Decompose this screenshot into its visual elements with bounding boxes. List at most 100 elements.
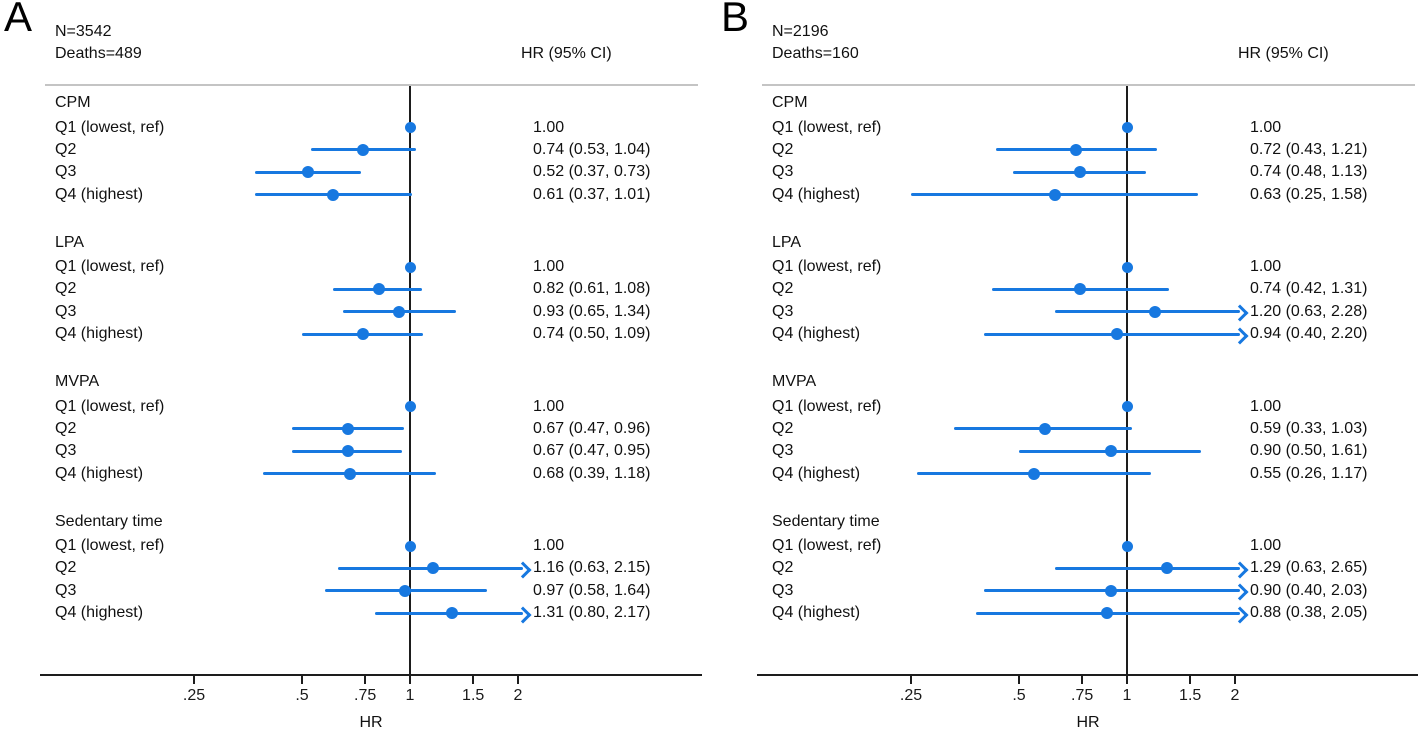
- row-label: Q2: [55, 140, 77, 158]
- ci-clipped-arrow-right-icon: [1231, 304, 1249, 322]
- x-axis-tick: [472, 676, 475, 684]
- hr-ci-value: 1.00: [533, 397, 565, 415]
- hr-point-marker: [1074, 283, 1087, 296]
- hr-point-marker: [1111, 328, 1124, 341]
- row-label: Q1 (lowest, ref): [55, 118, 165, 136]
- hr-ci-value: 0.74 (0.53, 1.04): [533, 140, 651, 158]
- hr-point-marker: [1104, 584, 1117, 597]
- row-label: Q4 (highest): [55, 185, 144, 203]
- panel-letter: A: [4, 0, 33, 40]
- x-axis-tick-label: 1.5: [1179, 687, 1202, 704]
- group-label: LPA: [772, 233, 802, 251]
- group-label: Sedentary time: [772, 512, 880, 530]
- hr-ci-value: 0.74 (0.48, 1.13): [1250, 163, 1368, 181]
- x-axis-tick: [301, 676, 303, 684]
- row-label: Q3: [772, 442, 794, 460]
- hr-ci-value: 0.59 (0.33, 1.03): [1250, 419, 1368, 437]
- hr-point-marker: [404, 401, 416, 412]
- x-axis-tick-label: 1.5: [462, 687, 485, 704]
- header-divider: [762, 84, 1415, 86]
- hr-ci-value: 0.93 (0.65, 1.34): [533, 302, 651, 320]
- row-label: Q4 (highest): [55, 325, 144, 343]
- x-axis-tick: [1018, 676, 1020, 684]
- hr-point-marker: [1104, 445, 1117, 458]
- x-axis-tick: [193, 676, 195, 684]
- x-axis-tick-label: 1: [405, 687, 415, 704]
- group-label: MVPA: [55, 373, 100, 390]
- row-label: Q2: [55, 419, 77, 437]
- hr-ci-value: 0.61 (0.37, 1.01): [533, 185, 651, 203]
- group-label: Sedentary time: [55, 512, 163, 530]
- hr-ci-value: 0.82 (0.61, 1.08): [533, 280, 651, 298]
- hr-point-marker: [404, 122, 416, 133]
- hr-ci-value: 0.74 (0.42, 1.31): [1250, 280, 1368, 298]
- hr-ci-value: 0.97 (0.58, 1.64): [533, 581, 651, 599]
- row-label: Q2: [55, 559, 77, 577]
- hr-point-marker: [1069, 143, 1082, 156]
- row-label: Q1 (lowest, ref): [55, 258, 165, 275]
- row-label: Q3: [55, 163, 77, 181]
- x-axis-tick: [517, 676, 519, 684]
- hr-point-marker: [1074, 166, 1087, 179]
- x-axis-tick-label: .25: [182, 687, 206, 704]
- hr-point-marker: [446, 607, 459, 620]
- hr-ci-value: 0.67 (0.47, 0.95): [533, 442, 651, 460]
- hr-ci-value: 1.20 (0.63, 2.28): [1250, 302, 1368, 320]
- row-label: Q2: [772, 280, 794, 298]
- hr-ci-value: 1.00: [1250, 118, 1282, 136]
- row-label: Q1 (lowest, ref): [55, 537, 165, 554]
- x-axis-tick-label: .25: [899, 687, 923, 704]
- hr-point-marker: [1121, 401, 1133, 412]
- group-label: LPA: [55, 233, 85, 251]
- hr-ci-value: 1.31 (0.80, 2.17): [533, 604, 651, 622]
- row-label: Q3: [772, 302, 794, 320]
- row-label: Q2: [772, 559, 794, 577]
- group-label: MVPA: [772, 373, 817, 390]
- hr-point-marker: [1027, 467, 1040, 480]
- reference-line-hr1: [1126, 86, 1128, 675]
- row-label: Q2: [772, 419, 794, 437]
- x-axis-label: HR: [1076, 714, 1100, 731]
- ci-line: [1055, 566, 1240, 570]
- hr-point-marker: [373, 283, 386, 296]
- hr-ci-column-header: HR (95% CI): [1238, 45, 1329, 62]
- x-axis-line: [757, 674, 1418, 676]
- ci-clipped-arrow-right-icon: [1231, 561, 1249, 579]
- deaths-label: Deaths=160: [772, 45, 859, 62]
- hr-ci-value: 0.88 (0.38, 2.05): [1250, 604, 1368, 622]
- hr-point-marker: [341, 445, 354, 458]
- hr-ci-value: 1.29 (0.63, 2.65): [1250, 559, 1368, 577]
- x-axis-tick-label: .5: [1012, 687, 1026, 704]
- hr-point-marker: [341, 422, 354, 435]
- hr-ci-value: 1.16 (0.63, 2.15): [533, 559, 651, 577]
- hr-ci-value: 0.74 (0.50, 1.09): [533, 325, 651, 343]
- deaths-label: Deaths=489: [55, 45, 142, 62]
- x-axis-tick-label: 2: [513, 687, 523, 704]
- row-label: Q1 (lowest, ref): [772, 258, 882, 275]
- x-axis-tick-label: 2: [1230, 687, 1240, 704]
- row-label: Q1 (lowest, ref): [772, 537, 882, 554]
- x-axis-tick: [364, 676, 367, 684]
- hr-point-marker: [326, 188, 339, 201]
- x-axis-tick: [1234, 676, 1236, 684]
- x-axis-tick-label: .75: [1071, 687, 1094, 704]
- x-axis-tick: [1189, 676, 1192, 684]
- hr-ci-value: 0.90 (0.40, 2.03): [1250, 581, 1368, 599]
- hr-point-marker: [404, 261, 416, 273]
- x-axis-line: [40, 674, 702, 676]
- hr-point-marker: [1038, 422, 1051, 435]
- hr-ci-value: 1.00: [533, 537, 565, 554]
- hr-ci-value: 1.00: [533, 258, 565, 275]
- row-label: Q4 (highest): [772, 464, 861, 482]
- hr-point-marker: [1149, 305, 1162, 318]
- row-label: Q3: [55, 581, 77, 599]
- row-label: Q4 (highest): [55, 464, 144, 482]
- hr-point-marker: [1121, 261, 1133, 273]
- row-label: Q4 (highest): [55, 604, 144, 622]
- x-axis-tick-label: .75: [354, 687, 377, 704]
- hr-ci-value: 0.94 (0.40, 2.20): [1250, 325, 1368, 343]
- x-axis-tick-label: 1: [1122, 687, 1132, 704]
